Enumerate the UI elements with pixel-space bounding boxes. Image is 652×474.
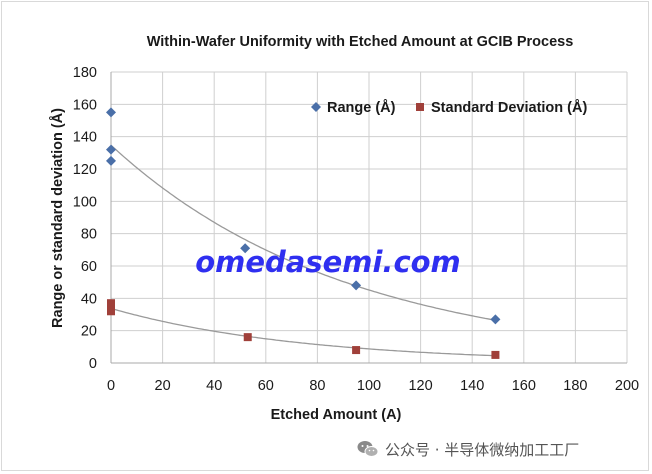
range-point bbox=[106, 155, 116, 166]
credit: 公众号 · 半导体微纳加工工厂 bbox=[357, 436, 579, 462]
y-tick-label: 100 bbox=[73, 194, 97, 210]
y-tick-label: 60 bbox=[81, 259, 97, 275]
x-tick-label: 60 bbox=[258, 378, 274, 394]
legend: Range (Å) Standard Deviation (Å) bbox=[311, 99, 587, 116]
chart-title: Within-Wafer Uniformity with Etched Amou… bbox=[147, 34, 574, 50]
std-dev-point bbox=[107, 302, 115, 311]
x-tick-label: 120 bbox=[408, 378, 432, 394]
y-tick-label: 140 bbox=[73, 130, 97, 146]
y-tick-label: 80 bbox=[81, 227, 97, 243]
trendline-range bbox=[110, 144, 496, 321]
y-tick-label: 40 bbox=[81, 291, 97, 307]
y-axis-title: Range or standard deviation (Å) bbox=[49, 108, 66, 328]
legend-std-dev-marker bbox=[416, 103, 424, 111]
y-tick-label: 120 bbox=[73, 162, 97, 178]
x-tick-label: 140 bbox=[460, 378, 484, 394]
x-tick-label: 0 bbox=[107, 378, 115, 394]
credit-text: 公众号 · 半导体微纳加工工厂 bbox=[385, 440, 580, 459]
range-point bbox=[240, 243, 251, 254]
range-point bbox=[106, 144, 116, 155]
range-point bbox=[106, 107, 116, 118]
wechat-icon bbox=[357, 440, 379, 458]
range-point bbox=[351, 280, 362, 291]
x-tick-label: 180 bbox=[563, 378, 587, 394]
gridlines bbox=[110, 71, 628, 364]
legend-range-label: Range (Å) bbox=[327, 99, 396, 116]
std-dev-point bbox=[107, 307, 115, 316]
x-tick-label: 80 bbox=[309, 378, 325, 394]
std-dev-point bbox=[491, 350, 500, 359]
y-tick-label: 180 bbox=[73, 65, 97, 81]
data-markers bbox=[106, 107, 501, 359]
x-axis-title: Etched Amount (A) bbox=[271, 407, 402, 423]
trendline-std-dev bbox=[110, 307, 496, 357]
std-dev-point bbox=[243, 333, 252, 342]
x-tick-label: 20 bbox=[155, 378, 171, 394]
std-dev-point bbox=[352, 346, 361, 355]
x-tick-label: 100 bbox=[357, 378, 381, 394]
y-tick-label: 0 bbox=[89, 356, 97, 372]
x-tick-label: 160 bbox=[512, 378, 536, 394]
y-tick-label: 20 bbox=[81, 324, 97, 340]
y-tick-label: 160 bbox=[73, 97, 97, 113]
legend-range-marker bbox=[311, 102, 321, 112]
tick-labels: 0 20 40 60 80 100 120 140 160 180 0 20 40 60 80 100 120 1… bbox=[73, 65, 639, 394]
x-tick-label: 200 bbox=[615, 378, 639, 394]
watermark: omedasemi.com bbox=[195, 245, 461, 279]
x-tick-label: 40 bbox=[206, 378, 222, 394]
legend-std-dev-label: Standard Deviation (Å) bbox=[431, 99, 587, 116]
trendlines bbox=[110, 144, 496, 357]
range-point bbox=[490, 314, 501, 325]
